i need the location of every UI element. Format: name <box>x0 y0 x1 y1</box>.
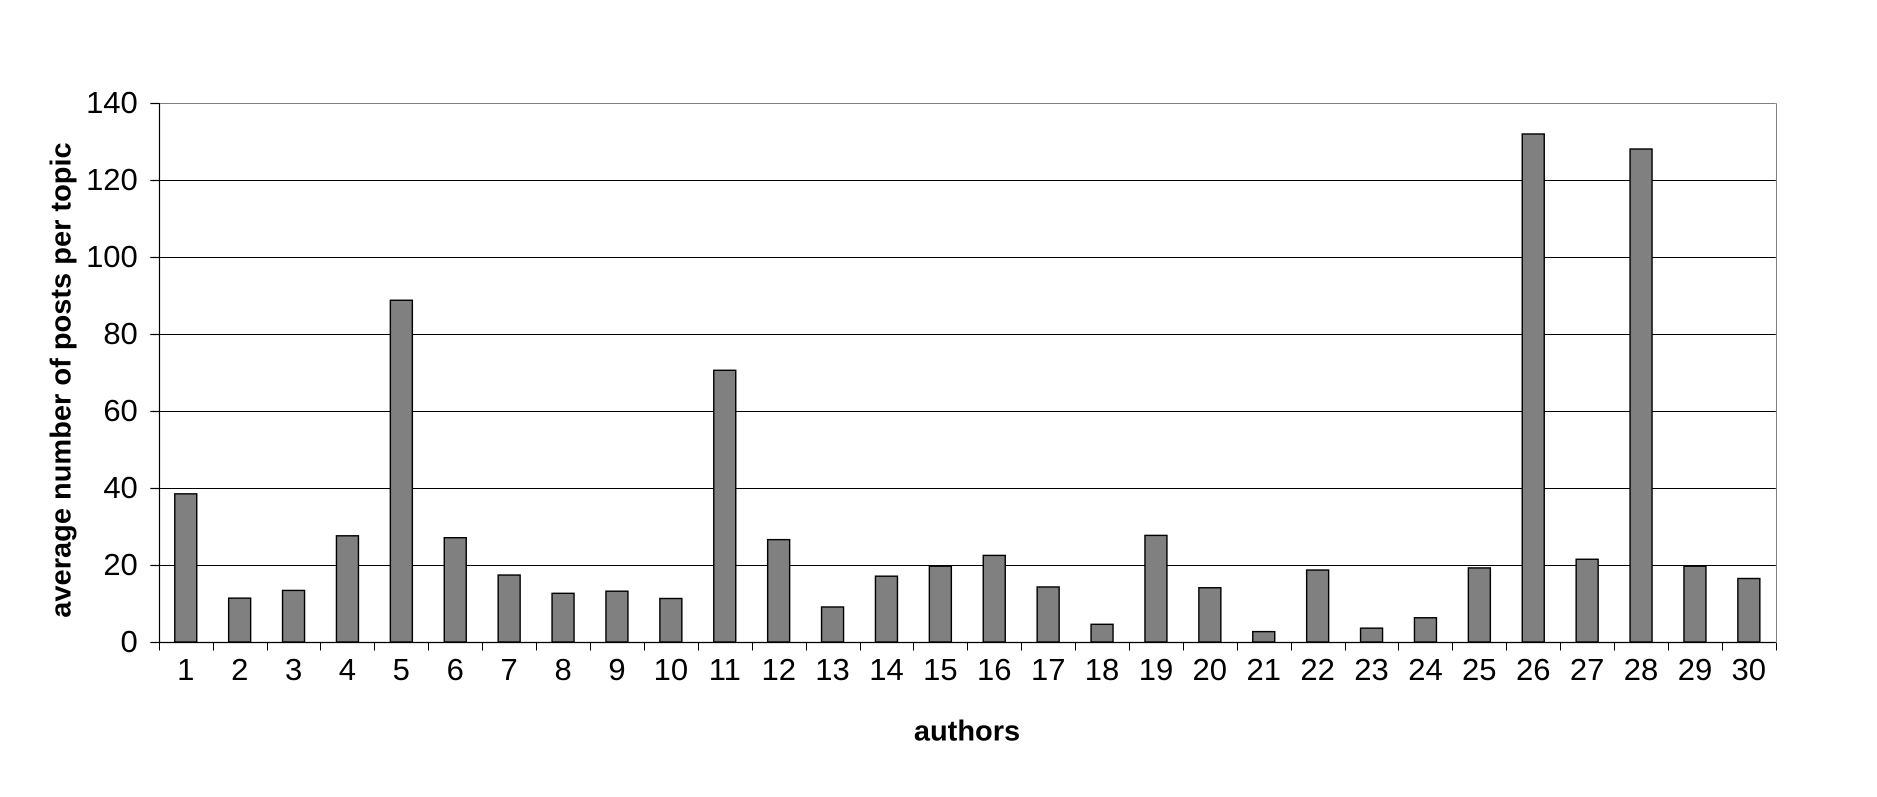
svg-text:5: 5 <box>393 652 410 687</box>
svg-text:9: 9 <box>608 652 625 687</box>
svg-text:80: 80 <box>103 316 137 351</box>
svg-text:24: 24 <box>1408 652 1442 687</box>
svg-text:100: 100 <box>86 239 138 274</box>
svg-text:17: 17 <box>1031 652 1065 687</box>
svg-text:40: 40 <box>103 470 137 505</box>
svg-text:60: 60 <box>103 393 137 428</box>
svg-text:7: 7 <box>500 652 517 687</box>
svg-text:11: 11 <box>709 652 741 687</box>
svg-text:26: 26 <box>1516 652 1550 687</box>
svg-text:120: 120 <box>86 162 138 197</box>
svg-text:27: 27 <box>1570 652 1604 687</box>
svg-text:20: 20 <box>1193 652 1227 687</box>
svg-text:2: 2 <box>231 652 248 687</box>
svg-text:10: 10 <box>654 652 688 687</box>
svg-text:18: 18 <box>1085 652 1119 687</box>
svg-text:140: 140 <box>86 85 138 120</box>
svg-text:22: 22 <box>1300 652 1334 687</box>
svg-text:19: 19 <box>1139 652 1173 687</box>
svg-text:20: 20 <box>103 547 137 582</box>
svg-text:0: 0 <box>121 624 138 659</box>
svg-text:1: 1 <box>177 652 194 687</box>
svg-text:15: 15 <box>923 652 957 687</box>
svg-text:16: 16 <box>977 652 1011 687</box>
svg-text:21: 21 <box>1247 652 1281 687</box>
svg-text:8: 8 <box>554 652 571 687</box>
svg-text:30: 30 <box>1732 652 1766 687</box>
svg-text:4: 4 <box>339 652 356 687</box>
svg-text:14: 14 <box>869 652 903 687</box>
svg-text:12: 12 <box>761 652 795 687</box>
svg-text:3: 3 <box>285 652 302 687</box>
svg-text:13: 13 <box>815 652 849 687</box>
svg-text:23: 23 <box>1354 652 1388 687</box>
svg-text:6: 6 <box>447 652 464 687</box>
svg-text:28: 28 <box>1624 652 1658 687</box>
svg-text:29: 29 <box>1678 652 1712 687</box>
svg-text:25: 25 <box>1462 652 1496 687</box>
